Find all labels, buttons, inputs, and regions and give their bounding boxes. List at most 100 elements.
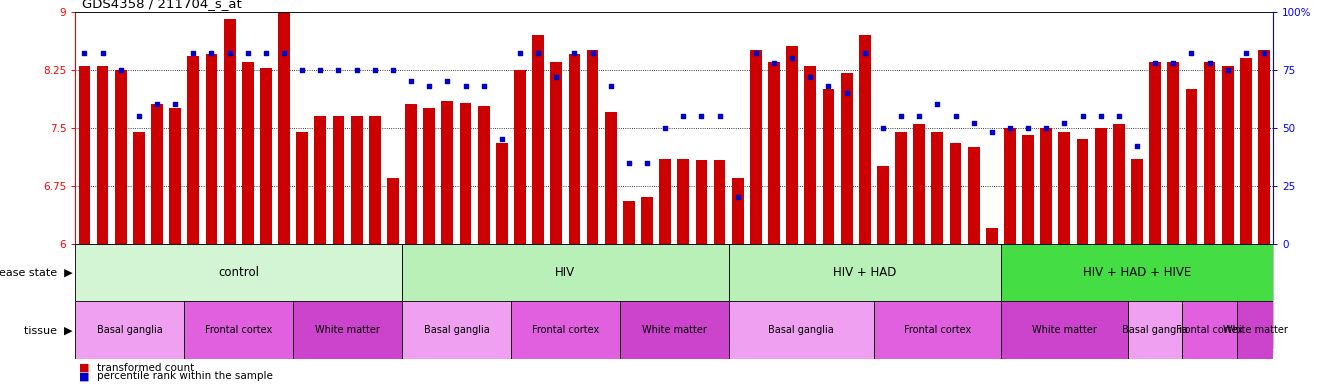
Bar (529, 244, 547, 348)
Bar (293, 301, 402, 359)
Point (74, 50, 95, 56)
Bar (278, 12, 290, 244)
Point (1181, 50, 1202, 56)
Text: Frontal cortex: Frontal cortex (1177, 325, 1243, 335)
Bar (1001, 244, 1273, 301)
Bar (1128, 244, 1146, 348)
Bar (874, 301, 1001, 359)
Bar (134, 132, 145, 244)
Bar (656, 244, 674, 348)
Point (164, 101, 185, 108)
Text: Frontal cortex: Frontal cortex (531, 325, 599, 335)
Point (563, 50, 584, 56)
Bar (947, 244, 965, 348)
Bar (787, 46, 798, 244)
Bar (184, 244, 202, 348)
Point (401, 78, 422, 84)
Bar (623, 201, 635, 244)
Bar (366, 244, 383, 348)
Bar (620, 244, 639, 348)
Bar (202, 244, 221, 348)
Text: White matter: White matter (315, 325, 379, 335)
Bar (402, 244, 420, 348)
Bar (383, 244, 402, 348)
Bar (402, 301, 510, 359)
Point (346, 66, 368, 73)
Bar (97, 66, 108, 244)
Bar (892, 244, 910, 348)
Bar (728, 301, 874, 359)
Bar (855, 244, 874, 348)
Point (1018, 125, 1039, 131)
Point (746, 50, 767, 56)
Point (1091, 113, 1112, 119)
Bar (568, 54, 580, 244)
Bar (148, 244, 167, 348)
Point (636, 159, 657, 166)
Text: HIV + HAD: HIV + HAD (833, 266, 896, 279)
Bar (1132, 159, 1144, 244)
Text: Basal ganglia: Basal ganglia (423, 325, 489, 335)
Bar (169, 108, 181, 244)
Bar (78, 66, 90, 244)
Point (1253, 50, 1274, 56)
Point (255, 50, 276, 56)
Bar (1092, 244, 1109, 348)
Point (1035, 125, 1056, 131)
Bar (496, 143, 508, 244)
Bar (275, 244, 293, 348)
Point (1126, 143, 1147, 149)
Text: Frontal cortex: Frontal cortex (205, 325, 272, 335)
Bar (914, 124, 925, 244)
Bar (1237, 244, 1255, 348)
Point (365, 66, 386, 73)
Bar (820, 244, 838, 348)
Bar (841, 73, 853, 244)
Bar (188, 56, 200, 244)
Bar (405, 104, 416, 244)
Bar (674, 244, 693, 348)
Point (619, 159, 640, 166)
Bar (965, 244, 982, 348)
Bar (533, 35, 545, 244)
Bar (1073, 244, 1092, 348)
Bar (184, 301, 293, 359)
Bar (111, 244, 130, 348)
Bar (456, 244, 475, 348)
Point (1218, 66, 1239, 73)
Point (219, 50, 241, 56)
Point (873, 125, 894, 131)
Bar (510, 244, 529, 348)
Bar (747, 244, 765, 348)
Text: HIV + HAD + HIVE: HIV + HAD + HIVE (1083, 266, 1191, 279)
Point (110, 66, 131, 73)
Bar (1219, 244, 1237, 348)
Bar (239, 244, 256, 348)
Bar (1255, 244, 1273, 348)
Bar (1109, 244, 1128, 348)
Point (201, 50, 222, 56)
Bar (714, 160, 726, 244)
Bar (420, 244, 439, 348)
Point (673, 113, 694, 119)
Bar (604, 112, 616, 244)
Point (709, 113, 730, 119)
Bar (728, 244, 1001, 301)
Bar (910, 244, 928, 348)
Bar (822, 89, 834, 244)
Point (945, 113, 966, 119)
Bar (260, 68, 272, 244)
Text: Frontal cortex: Frontal cortex (904, 325, 970, 335)
Point (509, 50, 530, 56)
Bar (695, 160, 707, 244)
Bar (423, 108, 435, 244)
Bar (693, 244, 710, 348)
Bar (587, 50, 599, 244)
Bar (1237, 301, 1273, 359)
Point (600, 83, 621, 89)
Bar (602, 244, 620, 348)
Point (836, 90, 857, 96)
Bar (1001, 301, 1128, 359)
Bar (639, 244, 656, 348)
Bar (293, 244, 311, 348)
